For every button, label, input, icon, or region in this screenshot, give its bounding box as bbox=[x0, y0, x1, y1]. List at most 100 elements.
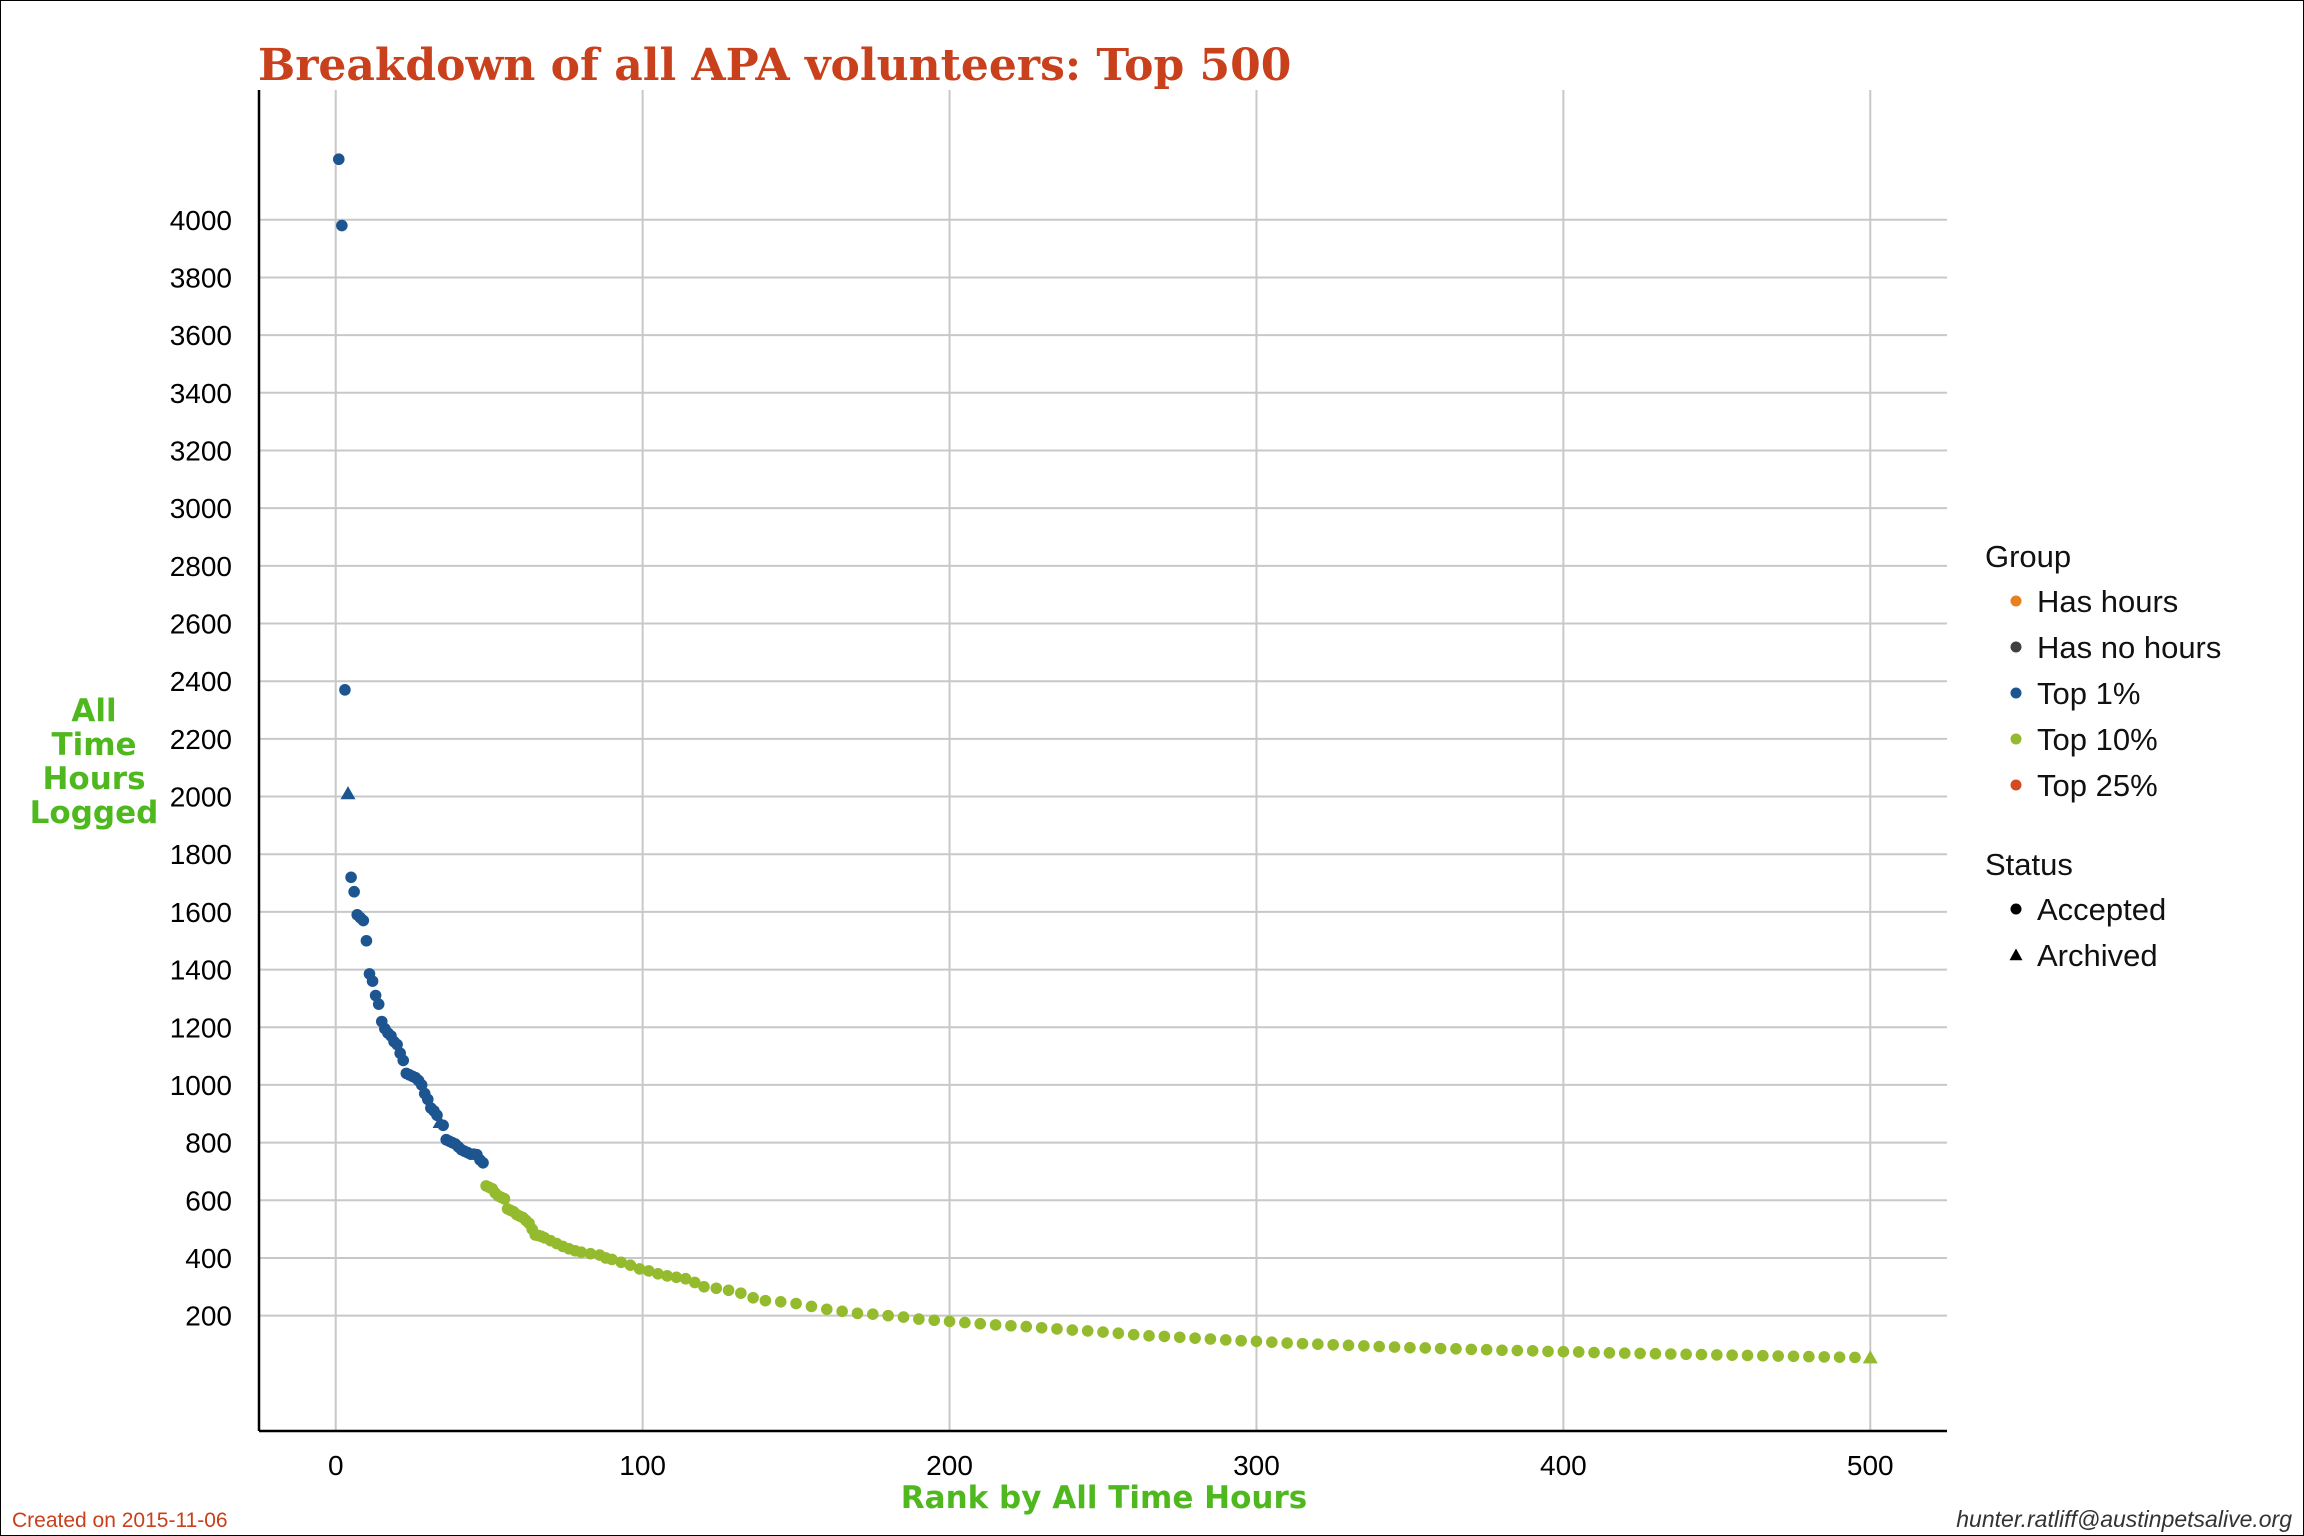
data-point bbox=[1235, 1334, 1247, 1347]
data-point bbox=[1618, 1347, 1631, 1359]
data-point bbox=[1327, 1338, 1339, 1351]
data-point bbox=[477, 1157, 489, 1169]
data-point bbox=[1542, 1345, 1554, 1358]
y-tick-label: 800 bbox=[185, 1128, 232, 1159]
data-point bbox=[1266, 1336, 1278, 1348]
data-point bbox=[360, 934, 373, 947]
legend: Group Has hours Has no hours Top 1% Top 10% T… bbox=[1985, 539, 2221, 973]
x-tick-label: 200 bbox=[926, 1450, 973, 1481]
data-point bbox=[397, 1054, 410, 1067]
data-point bbox=[1005, 1319, 1017, 1332]
data-point bbox=[584, 1247, 597, 1260]
x-tick-label: 100 bbox=[619, 1450, 666, 1481]
data-point bbox=[1803, 1350, 1815, 1363]
data-point bbox=[689, 1276, 701, 1289]
data-point bbox=[615, 1256, 627, 1269]
legend-group-label: Top 10% bbox=[2037, 722, 2158, 757]
data-point bbox=[1204, 1333, 1217, 1345]
data-point bbox=[348, 885, 360, 898]
data-points bbox=[332, 153, 1878, 1364]
data-point bbox=[1219, 1334, 1232, 1346]
y-tick-label: 1600 bbox=[170, 897, 232, 928]
data-point bbox=[1051, 1323, 1063, 1335]
data-point bbox=[1511, 1344, 1524, 1357]
chart-title: Breakdown of all APA volunteers: Top 500 bbox=[258, 40, 1291, 91]
legend-status-label: Accepted bbox=[2037, 892, 2166, 927]
data-point bbox=[1465, 1343, 1478, 1356]
data-point bbox=[1189, 1332, 1201, 1344]
data-point bbox=[642, 1265, 655, 1277]
data-point bbox=[1158, 1330, 1171, 1343]
data-point bbox=[722, 1284, 735, 1297]
data-point bbox=[928, 1314, 940, 1327]
data-point bbox=[357, 914, 370, 927]
data-point bbox=[1296, 1337, 1309, 1350]
y-tick-label: 3400 bbox=[170, 378, 232, 409]
y-tick-label: 4000 bbox=[170, 205, 232, 236]
legend-status-swatch bbox=[2009, 948, 2023, 961]
legend-group-title: Group bbox=[1985, 539, 2071, 574]
y-tick-labels: 200 400 600 800 1000 1200 1400 1600 1800 2000 2200… bbox=[170, 205, 232, 1332]
x-tick-labels: 0 100 200 300 400 500 bbox=[328, 1450, 1894, 1481]
data-point bbox=[1066, 1324, 1079, 1336]
data-point bbox=[437, 1119, 449, 1132]
data-point bbox=[1680, 1348, 1692, 1361]
data-point bbox=[633, 1263, 646, 1275]
data-point bbox=[1404, 1341, 1416, 1354]
y-tick-label: 2000 bbox=[170, 782, 232, 813]
x-tick-label: 300 bbox=[1233, 1450, 1280, 1481]
data-point bbox=[1572, 1346, 1585, 1358]
data-point bbox=[498, 1193, 511, 1205]
x-axis-label: Rank by All Time Hours bbox=[901, 1480, 1307, 1516]
data-point bbox=[1818, 1351, 1831, 1363]
data-point bbox=[974, 1317, 987, 1330]
x-tick-label: 0 bbox=[328, 1450, 344, 1481]
data-point bbox=[624, 1259, 637, 1271]
legend-status-label: Archived bbox=[2037, 938, 2158, 973]
data-point bbox=[943, 1315, 956, 1328]
data-point bbox=[1588, 1346, 1600, 1359]
y-axis-label-line: All bbox=[71, 693, 116, 729]
data-point bbox=[882, 1309, 894, 1322]
data-point bbox=[372, 998, 385, 1010]
y-tick-label: 2800 bbox=[170, 551, 232, 582]
data-point bbox=[1741, 1349, 1754, 1362]
data-point bbox=[1496, 1344, 1508, 1357]
data-point bbox=[805, 1300, 818, 1313]
y-tick-label: 2400 bbox=[170, 666, 232, 697]
legend-group-swatch bbox=[2010, 595, 2022, 607]
y-tick-label: 3200 bbox=[170, 435, 232, 466]
data-point bbox=[836, 1305, 848, 1318]
y-tick-label: 400 bbox=[185, 1243, 232, 1274]
data-point bbox=[1664, 1348, 1677, 1360]
data-point bbox=[661, 1270, 673, 1282]
created-date: Created on 2015-11-06 bbox=[12, 1509, 228, 1532]
legend-group-swatch bbox=[2010, 779, 2022, 791]
data-point bbox=[652, 1268, 664, 1280]
data-point bbox=[1787, 1350, 1800, 1363]
data-point bbox=[1035, 1321, 1048, 1334]
legend-status-swatch bbox=[2010, 903, 2022, 915]
data-point bbox=[851, 1307, 864, 1320]
data-point bbox=[1281, 1337, 1293, 1349]
y-tick-label: 2200 bbox=[170, 724, 232, 755]
data-point bbox=[1711, 1349, 1723, 1361]
y-tick-label: 600 bbox=[185, 1185, 232, 1216]
data-point bbox=[989, 1319, 1002, 1331]
y-tick-label: 3600 bbox=[170, 320, 232, 351]
data-point bbox=[1020, 1320, 1033, 1333]
legend-status-title: Status bbox=[1985, 847, 2073, 882]
data-point bbox=[820, 1303, 833, 1316]
data-point bbox=[1173, 1331, 1186, 1344]
data-point bbox=[1143, 1330, 1155, 1342]
data-point bbox=[1081, 1325, 1094, 1337]
legend-group-swatch bbox=[2010, 641, 2022, 653]
data-point bbox=[336, 219, 348, 232]
data-point bbox=[670, 1271, 683, 1284]
legend-group-label: Has no hours bbox=[2037, 630, 2221, 665]
data-point bbox=[575, 1246, 588, 1258]
data-point bbox=[867, 1308, 879, 1321]
y-axis-label-line: Time bbox=[51, 727, 136, 763]
